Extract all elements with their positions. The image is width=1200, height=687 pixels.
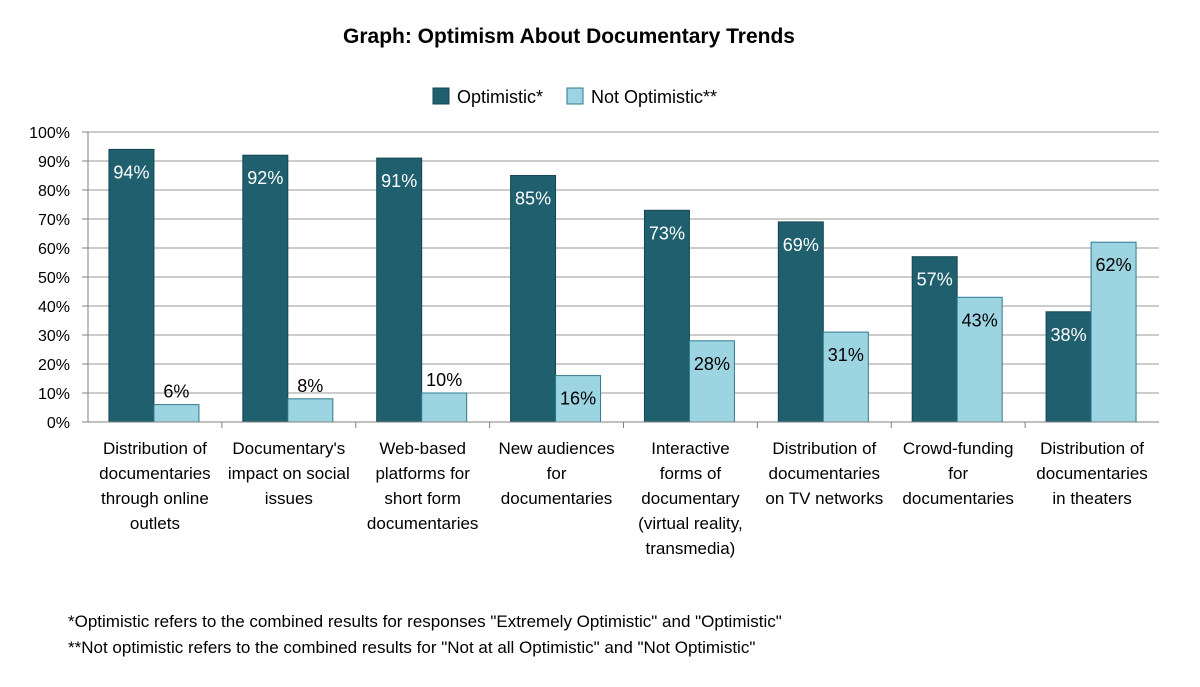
legend-swatch-not-optimistic: [566, 87, 584, 105]
y-tick-label: 50%: [38, 270, 70, 287]
y-tick-label: 80%: [38, 183, 70, 200]
legend-label-optimistic: Optimistic*: [457, 87, 543, 107]
bar-not-optimistic: [1090, 241, 1137, 423]
legend-swatch-optimistic: [432, 87, 450, 105]
bar-not-optimistic: [153, 404, 200, 423]
bar-optimistic: [643, 209, 690, 423]
bars: [108, 148, 1137, 423]
data-label-not-optimistic: 31%: [828, 345, 864, 365]
x-category-label: Web-based platforms for short form document…: [367, 439, 479, 533]
data-label-optimistic: 92%: [247, 168, 283, 188]
data-label-not-optimistic: 62%: [1096, 255, 1132, 275]
y-tick-label: 20%: [38, 357, 70, 374]
footnote-optimistic: *Optimistic refers to the combined resul…: [68, 612, 782, 631]
y-tick-label: 100%: [29, 125, 70, 142]
bar-optimistic: [376, 157, 423, 423]
bar-optimistic: [911, 256, 958, 423]
x-category-label: Interactive forms of documentary (virtual r…: [638, 439, 743, 558]
y-tick-label: 90%: [38, 154, 70, 171]
x-category-label: Distribution of documentaries on TV networ…: [765, 439, 883, 508]
data-labels: 94% 6% 92% 8% 91% 10% 85% 16% 73% 28% 69% 31% 57% 43%…: [113, 162, 1131, 408]
data-label-not-optimistic: 6%: [163, 382, 189, 402]
data-label-not-optimistic: 43%: [962, 310, 998, 330]
data-label-optimistic: 94%: [113, 162, 149, 182]
bar-not-optimistic: [287, 398, 334, 423]
data-label-not-optimistic: 28%: [694, 354, 730, 374]
x-category-label: Distribution of documentaries through onli…: [99, 439, 211, 533]
data-label-not-optimistic: 8%: [297, 376, 323, 396]
y-tick-label: 0%: [47, 415, 70, 432]
data-label-optimistic: 38%: [1051, 325, 1087, 345]
bar-not-optimistic: [688, 340, 735, 423]
data-label-not-optimistic: 10%: [426, 370, 462, 390]
bar-optimistic: [242, 154, 289, 423]
data-label-optimistic: 57%: [917, 270, 953, 290]
bar-not-optimistic: [956, 296, 1003, 423]
footnote-not-optimistic: **Not optimistic refers to the combined …: [68, 638, 756, 657]
bar-not-optimistic: [555, 375, 602, 423]
bar-optimistic: [108, 148, 155, 423]
x-category-label: Crowd-funding for documentaries: [902, 439, 1014, 508]
legend: Optimistic* Not Optimistic**: [432, 87, 717, 107]
data-label-not-optimistic: 16%: [560, 389, 596, 409]
x-category-label: Documentary's impact on social issues: [228, 439, 350, 508]
y-tick-label: 70%: [38, 212, 70, 229]
x-category-label: Distribution of documentaries in theaters: [1036, 439, 1148, 508]
x-axis: Distribution of documentaries through onli…: [88, 421, 1159, 558]
data-label-optimistic: 69%: [783, 235, 819, 255]
data-label-optimistic: 85%: [515, 189, 551, 209]
bar-not-optimistic: [421, 392, 468, 423]
y-tick-label: 40%: [38, 299, 70, 316]
y-tick-label: 10%: [38, 386, 70, 403]
legend-label-not-optimistic: Not Optimistic**: [591, 87, 717, 107]
bar-optimistic: [777, 221, 824, 423]
y-axis: 0% 10% 20% 30% 40% 50% 60% 70% 80% 90% 100%: [29, 125, 89, 432]
y-tick-label: 60%: [38, 241, 70, 258]
x-category-label: New audiences for documentaries: [498, 439, 614, 508]
data-label-optimistic: 91%: [381, 171, 417, 191]
bar-not-optimistic: [822, 331, 869, 423]
bar-optimistic: [510, 175, 557, 423]
y-tick-label: 30%: [38, 328, 70, 345]
data-label-optimistic: 73%: [649, 223, 685, 243]
chart-title: Graph: Optimism About Documentary Trends: [343, 25, 795, 48]
